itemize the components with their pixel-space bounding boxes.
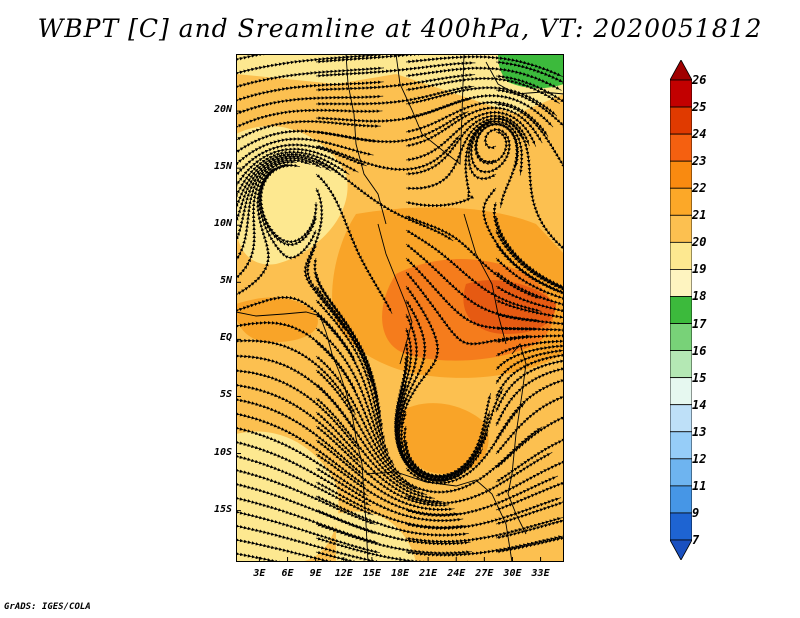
- colorbar-label: 21: [692, 208, 707, 223]
- colorbar-swatch: [670, 269, 692, 297]
- streamline: [495, 326, 564, 333]
- colorbar-label: 17: [692, 316, 707, 331]
- map-canvas[interactable]: [236, 54, 564, 562]
- lon-tick-label: 21E: [419, 568, 438, 579]
- colorbar-swatch: [670, 323, 692, 351]
- colorbar-label: 24: [692, 127, 707, 142]
- lon-tick-label: 12E: [334, 568, 353, 579]
- colorbar-label: 11: [692, 478, 707, 493]
- colorbar-swatch: [670, 187, 692, 216]
- colorbar-swatch: [670, 485, 692, 514]
- colorbar-swatch: [670, 160, 692, 189]
- streamlines: [236, 54, 564, 562]
- colorbar-swatch: [670, 133, 692, 162]
- lat-tick-label: 10N: [213, 218, 232, 230]
- colorbar-swatch: [670, 512, 692, 541]
- lon-tick-label: 6E: [281, 568, 294, 579]
- colorbar-label: 13: [692, 424, 707, 439]
- streamline: [315, 550, 412, 562]
- lat-tick-label: 5N: [219, 275, 232, 287]
- streamline: [236, 167, 276, 301]
- colorbar-label: 19: [692, 262, 707, 277]
- colorbar-label: 9: [692, 505, 700, 520]
- lon-tick-label: 15E: [362, 568, 381, 579]
- colorbar-swatch: [670, 79, 692, 108]
- lat-tick-label: EQ: [219, 332, 232, 344]
- lat-tick-label: 5S: [219, 389, 232, 401]
- streamline: [495, 534, 564, 554]
- lat-tick-marks: [236, 110, 241, 512]
- colorbar-label: 7: [692, 533, 700, 547]
- chart-title: WBPT [C] and Sreamline at 400hPa, VT: 20…: [37, 14, 763, 43]
- colorbar-swatch: [670, 350, 692, 379]
- lon-tick-label: 3E: [253, 568, 266, 579]
- colorbar-swatch: [670, 241, 692, 270]
- colorbar-swatch: [670, 431, 692, 460]
- colorbar-label: 15: [692, 370, 707, 385]
- colorbar-swatch: [670, 377, 692, 406]
- colorbar-cap-bottom: [670, 539, 692, 560]
- colorbar-swatch: [670, 404, 692, 433]
- colorbar-cap-top: [670, 60, 692, 81]
- lon-tick-label: 24E: [447, 568, 466, 579]
- map-panel[interactable]: [236, 54, 564, 562]
- colorbar-label: 22: [692, 181, 707, 196]
- colorbar-label: 20: [692, 235, 707, 250]
- colorbar-swatch: [670, 296, 692, 324]
- lon-tick-label: 30E: [503, 568, 522, 579]
- colorbar-label: 18: [692, 289, 707, 304]
- lat-tick-label: 15N: [213, 161, 232, 173]
- colorbar-label: 14: [692, 397, 707, 412]
- colorbar: [670, 60, 692, 560]
- streamline: [405, 120, 494, 208]
- lon-tick-label: 18E: [390, 568, 410, 579]
- colorbar-label: 23: [692, 154, 707, 169]
- colorbar-label: 25: [692, 100, 707, 115]
- lon-tick-label: 27E: [475, 568, 494, 579]
- colorbar-swatch: [670, 458, 692, 487]
- colorbar-swatch: [670, 214, 692, 243]
- lat-tick-label: 20N: [213, 104, 232, 116]
- colorbar-label: 12: [692, 451, 707, 466]
- colorbar-label: 16: [692, 343, 707, 358]
- colorbar-label: 26: [692, 73, 707, 87]
- lon-tick-label: 9E: [309, 568, 322, 579]
- colorbar-swatch: [670, 106, 692, 135]
- footer-credit: GrADS: IGES/COLA: [4, 602, 91, 612]
- lat-tick-label: 10S: [213, 446, 232, 458]
- lon-tick-label: 33E: [531, 568, 550, 579]
- lon-tick-marks: [258, 557, 542, 562]
- streamline: [495, 312, 564, 327]
- lat-tick-label: 15S: [213, 503, 232, 515]
